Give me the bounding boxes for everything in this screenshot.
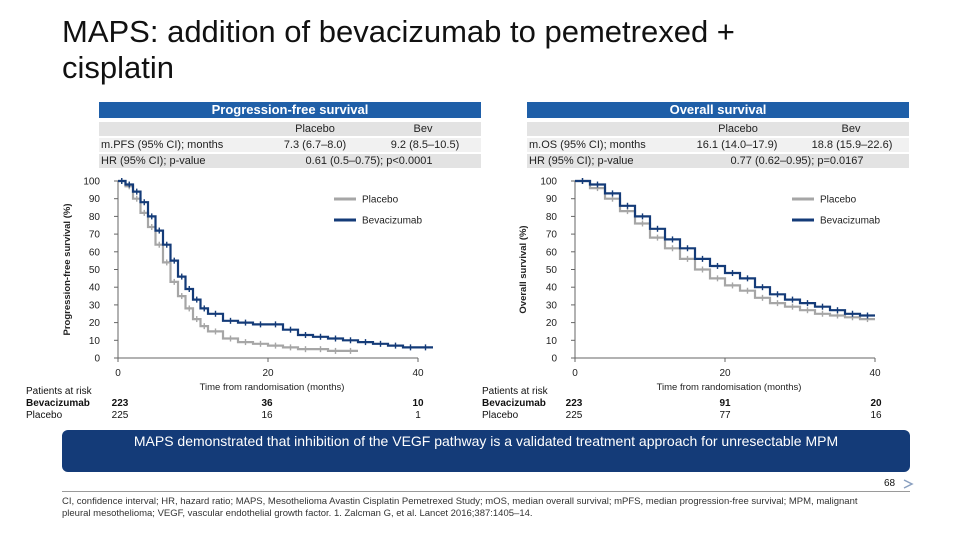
os-series-placebo-legend-label: Placebo xyxy=(820,195,857,206)
os-risk-placebo-20: 77 xyxy=(719,410,731,421)
pfs-bev-head: Bev xyxy=(413,123,433,135)
slide-title: MAPS: addition of bevacizumab to pemetre… xyxy=(62,14,735,85)
os-bev-head: Bev xyxy=(841,123,861,135)
pfs-placebo-median: 7.3 (6.7–8.0) xyxy=(283,139,347,151)
pfs-ytick-label: 50 xyxy=(89,265,101,276)
pfs-ytick-label: 80 xyxy=(89,212,101,223)
pfs-x-axis-label: Time from randomisation (months) xyxy=(200,382,345,393)
os-hr-value: 0.77 (0.62–0.95); p=0.0167 xyxy=(730,155,864,167)
os-median-label: m.OS (95% CI); months xyxy=(529,139,646,151)
pfs-xtick-label: 0 xyxy=(115,368,121,379)
pfs-risk-placebo-0: 225 xyxy=(111,410,129,421)
os-stat-row-1: Placebo Bev xyxy=(527,122,909,136)
os-risk-bev-0: 223 xyxy=(565,398,583,409)
os-ytick-label: 70 xyxy=(546,230,558,241)
pfs-risk-placebo-label: Placebo xyxy=(26,410,63,421)
pfs-header: Progression-free survival xyxy=(99,102,481,118)
pfs-xtick-label: 20 xyxy=(262,368,274,379)
os-ytick-label: 80 xyxy=(546,212,558,223)
pfs-risk-title: Patients at risk xyxy=(26,386,92,397)
os-stat-row-3: HR (95% CI); p-value 0.77 (0.62–0.95); p… xyxy=(527,154,909,168)
pfs-stat-row-3: HR (95% CI); p-value 0.61 (0.5–0.75); p<… xyxy=(99,154,481,168)
page-number: 68 xyxy=(884,478,896,489)
pfs-ytick-label: 70 xyxy=(89,230,101,241)
os-ytick-label: 100 xyxy=(540,177,557,188)
os-ytick-label: 30 xyxy=(546,300,558,311)
os-risk-placebo-label: Placebo xyxy=(482,410,519,421)
os-series-bevacizumab-legend-label: Bevacizumab xyxy=(820,216,880,227)
os-header: Overall survival xyxy=(527,102,909,118)
pfs-series-bevacizumab-legend-label: Bevacizumab xyxy=(362,216,422,227)
pfs-ytick-label: 40 xyxy=(89,283,101,294)
pfs-risk-bev-20: 36 xyxy=(261,398,273,409)
os-ytick-label: 40 xyxy=(546,283,558,294)
pfs-bev-median: 9.2 (8.5–10.5) xyxy=(390,139,460,151)
os-risk-placebo-0: 225 xyxy=(565,410,583,421)
os-ytick-label: 60 xyxy=(546,247,558,258)
os-risk-bev-label: Bevacizumab xyxy=(482,398,546,409)
os-xtick-label: 20 xyxy=(719,368,731,379)
os-x-axis-label: Time from randomisation (months) xyxy=(657,382,802,393)
os-ytick-label: 90 xyxy=(546,194,558,205)
os-ytick-label: 10 xyxy=(546,336,558,347)
pfs-xtick-label: 40 xyxy=(412,368,424,379)
footer-divider xyxy=(62,491,910,492)
pfs-ytick-label: 0 xyxy=(94,354,100,365)
os-placebo-median: 16.1 (14.0–17.9) xyxy=(696,139,778,151)
pfs-stat-row-2: m.PFS (95% CI); months 7.3 (6.7–8.0) 9.2… xyxy=(99,138,481,152)
pfs-hr-value: 0.61 (0.5–0.75); p<0.0001 xyxy=(305,155,433,167)
os-risk-placebo-40: 16 xyxy=(870,410,882,421)
pfs-ytick-label: 10 xyxy=(89,336,101,347)
pfs-risk-bev-label: Bevacizumab xyxy=(26,398,90,409)
pfs-ytick-label: 90 xyxy=(89,194,101,205)
os-xtick-label: 40 xyxy=(869,368,881,379)
pfs-placebo-head: Placebo xyxy=(295,123,335,135)
pfs-median-label: m.PFS (95% CI); months xyxy=(101,139,224,151)
pfs-risk-placebo-40: 1 xyxy=(415,410,421,421)
pfs-risk-bev-0: 223 xyxy=(111,398,129,409)
pfs-hr-label: HR (95% CI); p-value xyxy=(101,155,206,167)
pfs-risk-placebo-20: 16 xyxy=(261,410,273,421)
os-ytick-label: 20 xyxy=(546,318,558,329)
os-placebo-head: Placebo xyxy=(718,123,758,135)
os-ytick-label: 50 xyxy=(546,265,558,276)
pfs-stat-row-1: Placebo Bev xyxy=(99,122,481,136)
os-risk-title: Patients at risk xyxy=(482,386,548,397)
os-xtick-label: 0 xyxy=(572,368,578,379)
footnote: CI, confidence interval; HR, hazard rati… xyxy=(62,496,858,519)
os-ytick-label: 0 xyxy=(551,354,557,365)
os-risk-bev-40: 20 xyxy=(870,398,882,409)
os-y-axis-label: Overall survival (%) xyxy=(518,225,529,313)
pfs-ytick-label: 20 xyxy=(89,318,101,329)
os-bev-median: 18.8 (15.9–22.6) xyxy=(811,139,893,151)
pfs-y-axis-label: Progression-free survival (%) xyxy=(62,204,73,336)
pfs-series-placebo-legend-label: Placebo xyxy=(362,195,399,206)
pfs-ytick-label: 100 xyxy=(83,177,100,188)
pfs-ytick-label: 60 xyxy=(89,247,101,258)
pfs-series-placebo-line xyxy=(118,179,358,352)
pfs-ytick-label: 30 xyxy=(89,300,101,311)
pfs-risk-bev-40: 10 xyxy=(412,398,424,409)
conclusion-banner: MAPS demonstrated that inhibition of the… xyxy=(62,430,910,472)
os-risk-bev-20: 91 xyxy=(719,398,731,409)
chevron-right-icon xyxy=(903,479,914,489)
os-hr-label: HR (95% CI); p-value xyxy=(529,155,634,167)
os-stat-row-2: m.OS (95% CI); months 16.1 (14.0–17.9) 1… xyxy=(527,138,909,152)
